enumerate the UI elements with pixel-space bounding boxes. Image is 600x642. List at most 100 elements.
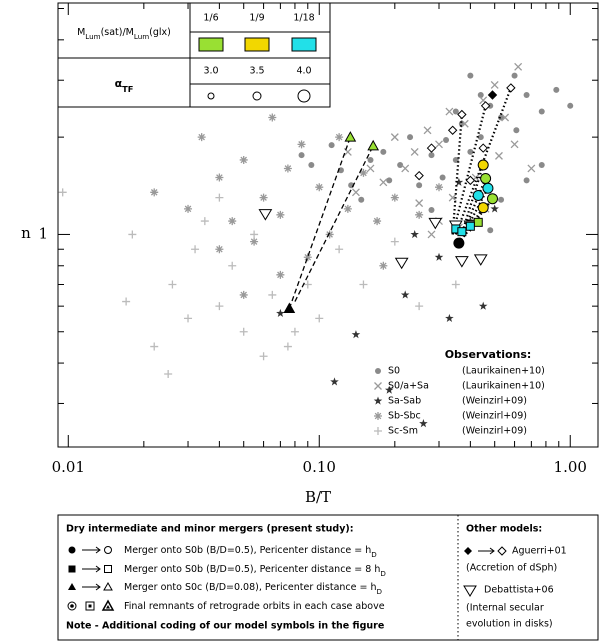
text-part: α	[115, 77, 123, 90]
marker	[128, 230, 137, 239]
marker	[480, 172, 492, 184]
marker	[375, 368, 381, 374]
marker	[553, 86, 560, 93]
legend-label: Sc-Sm	[388, 426, 418, 437]
marker	[358, 196, 365, 203]
marker	[258, 209, 273, 221]
arrows	[82, 546, 101, 591]
marker	[472, 189, 484, 201]
alpha-circle	[252, 91, 262, 101]
marker	[200, 217, 209, 226]
symbol	[88, 604, 92, 608]
marker	[478, 143, 488, 153]
marker	[150, 188, 159, 197]
marker	[401, 164, 410, 173]
text-part: D	[371, 550, 377, 559]
marker	[448, 193, 457, 202]
marker	[523, 92, 530, 99]
ratio-label: 1/18	[293, 13, 314, 24]
text-part: Final remnants of retrograde orbits in e…	[124, 601, 385, 612]
caption-note: Note - Additional coding of our model sy…	[66, 621, 384, 632]
marker	[390, 237, 399, 246]
marker	[328, 142, 335, 149]
marker	[426, 143, 437, 153]
other-desc: (Internal secular	[466, 603, 544, 614]
marker	[415, 210, 424, 219]
ratio-label: 1/9	[249, 13, 264, 24]
text-part: (glx)	[149, 27, 171, 38]
marker	[513, 127, 520, 134]
marker	[477, 134, 484, 141]
caption-row: Merger onto S0c (B/D=0.08), Pericenter d…	[124, 582, 383, 596]
marker	[457, 227, 467, 237]
marker	[215, 302, 224, 311]
caption-row: Merger onto S0b (B/D=0.5), Pericenter di…	[124, 545, 377, 559]
marker	[351, 188, 360, 197]
marker	[335, 133, 344, 142]
ratio-swatch	[291, 37, 317, 52]
marker	[379, 178, 388, 187]
symbol	[463, 585, 477, 597]
marker	[259, 193, 268, 202]
alpha-circle	[297, 89, 311, 103]
marker	[473, 254, 488, 266]
marker	[428, 207, 435, 214]
marker	[168, 280, 177, 289]
marker	[457, 109, 467, 120]
marker	[373, 217, 382, 226]
marker	[407, 134, 414, 141]
inset-label: αTF	[115, 77, 134, 94]
marker	[344, 131, 357, 142]
model-track	[294, 145, 374, 302]
marker	[239, 290, 248, 299]
marker	[268, 113, 277, 122]
ratio-swatch	[244, 37, 270, 52]
marker	[527, 164, 536, 173]
marker	[367, 156, 374, 163]
symbol	[70, 604, 74, 608]
other-title: Other models:	[466, 524, 542, 535]
marker	[465, 175, 476, 186]
text-part: TF	[122, 84, 133, 94]
marker	[250, 237, 259, 246]
marker	[480, 101, 491, 111]
x-tick-label: 1.00	[554, 458, 587, 476]
marker	[283, 164, 292, 173]
marker	[514, 62, 523, 71]
caption-row: Merger onto S0b (B/D=0.5), Pericenter di…	[124, 564, 386, 578]
marker	[386, 177, 393, 184]
arrow	[478, 547, 495, 555]
marker	[443, 136, 450, 143]
marker	[490, 81, 499, 89]
caption-box: Dry intermediate and minor mergers (pres…	[57, 514, 599, 641]
legend-reference: (Weinzirl+09)	[462, 411, 527, 422]
marker	[415, 302, 424, 311]
marker	[414, 170, 424, 181]
marker	[325, 230, 334, 239]
legend-label: Sb-Sbc	[388, 411, 421, 422]
marker	[276, 210, 285, 219]
legend-reference: (Weinzirl+09)	[462, 426, 527, 437]
marker	[447, 125, 458, 135]
marker	[374, 382, 382, 390]
marker	[228, 217, 237, 226]
symbol	[104, 565, 112, 573]
caption-row: Final remnants of retrograde orbits in e…	[124, 601, 385, 612]
legend-label: Sa-Sab	[388, 396, 421, 407]
marker	[122, 297, 131, 306]
other-desc: (Accretion of dSph)	[466, 563, 557, 574]
marker	[366, 164, 375, 173]
marker	[428, 217, 443, 230]
marker	[250, 230, 259, 239]
inset-frame	[57, 2, 331, 108]
marker	[477, 159, 489, 171]
marker	[428, 152, 435, 159]
marker	[460, 119, 469, 128]
marker	[495, 151, 503, 160]
marker	[298, 152, 305, 159]
marker	[423, 126, 432, 135]
text-part: Lum	[134, 32, 149, 41]
marker	[454, 256, 469, 268]
marker	[276, 308, 285, 317]
marker	[487, 227, 494, 234]
